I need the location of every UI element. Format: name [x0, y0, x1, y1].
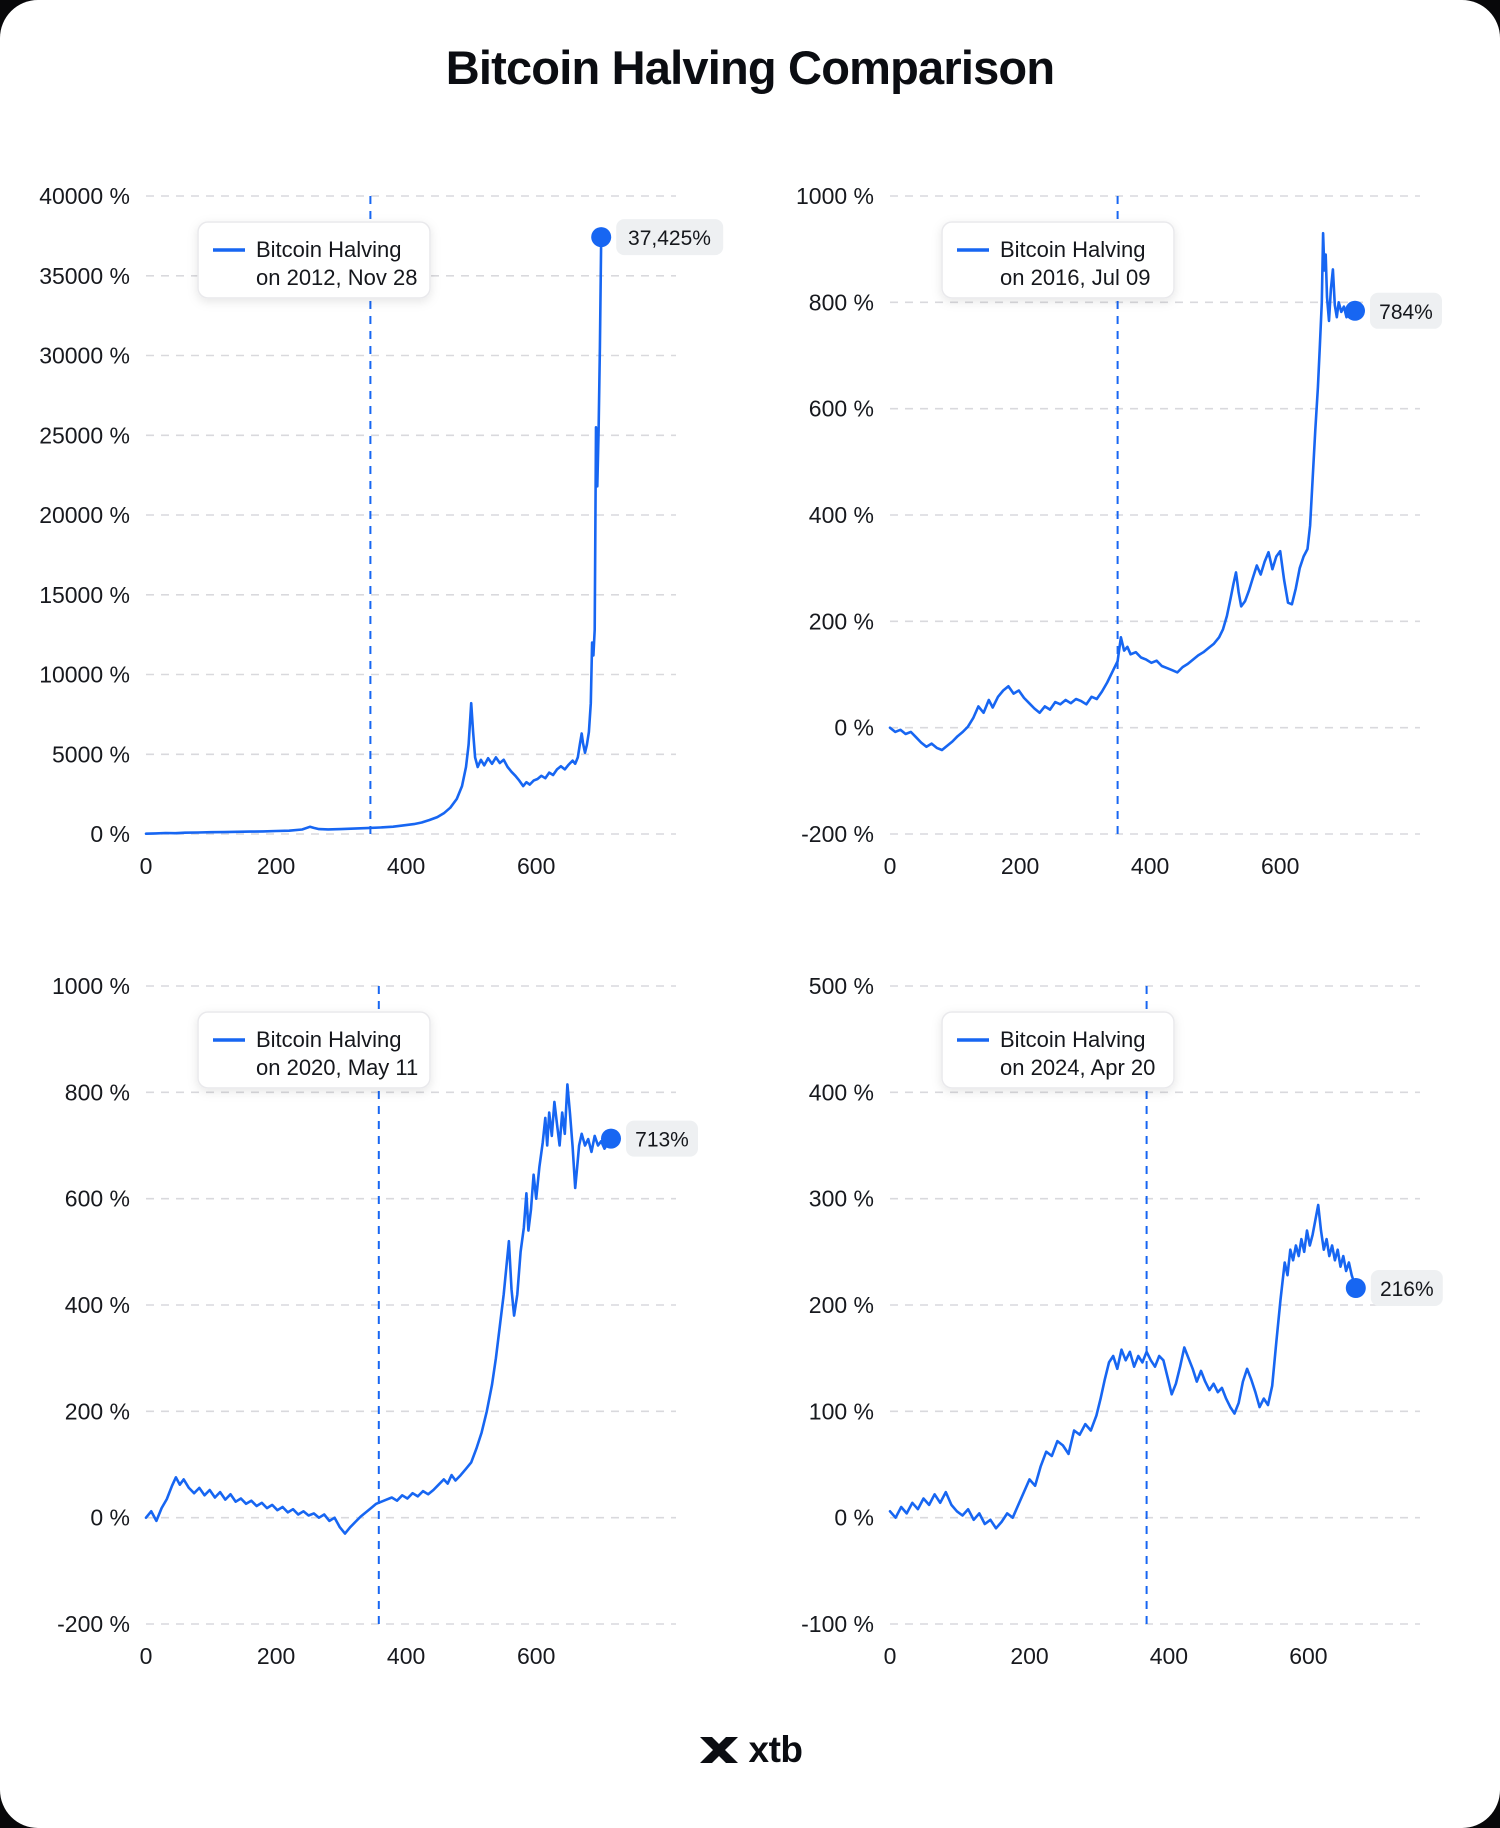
y-tick-label: 800 % [809, 289, 874, 315]
y-tick-label: 35000 % [39, 263, 130, 289]
y-tick-label: -200 % [57, 1611, 130, 1637]
x-tick-label: 0 [884, 853, 897, 879]
y-tick-label: 0 % [90, 1505, 130, 1531]
price-series-line [144, 235, 603, 835]
y-tick-label: -100 % [801, 1611, 874, 1637]
x-tick-label: 200 [1001, 853, 1039, 879]
y-tick-label: 1000 % [52, 973, 130, 999]
price-series-line [144, 1083, 613, 1535]
legend-label-line2: on 2016, Jul 09 [1000, 265, 1150, 290]
y-tick-label: 30000 % [39, 343, 130, 369]
x-tick-label: 600 [1261, 853, 1299, 879]
legend-box [941, 221, 1175, 299]
y-tick-label: 300 % [809, 1186, 874, 1212]
footer: xtb [0, 1718, 1500, 1782]
final-value-label: 713% [635, 1129, 689, 1152]
x-tick-label: 200 [257, 853, 295, 879]
x-tick-label: 400 [387, 853, 425, 879]
legend-label-line1: Bitcoin Halving [1000, 237, 1146, 262]
xtb-logo-icon [699, 1737, 738, 1763]
y-tick-label: 40000 % [39, 183, 130, 209]
x-tick-label: 400 [387, 1643, 425, 1669]
price-series-line [888, 231, 1357, 752]
chart-halving-2024: 500 % 400 % 300 % 200 % 100 % 0 % -100 % 0 200 40… [801, 973, 1443, 1669]
y-tick-label: 15000 % [39, 582, 130, 608]
legend-box [197, 1011, 431, 1089]
y-tick-label: 0 % [834, 715, 874, 741]
y-tick-label: 200 % [809, 1292, 874, 1318]
final-point-marker [601, 1128, 621, 1149]
final-point-marker [1345, 300, 1365, 321]
x-tick-label: 400 [1150, 1643, 1188, 1669]
final-point-marker [591, 227, 612, 248]
final-value-label: 37,425% [628, 227, 711, 250]
y-tick-label: 10000 % [39, 662, 130, 688]
y-tick-label: 25000 % [39, 422, 130, 448]
y-tick-label: 200 % [65, 1398, 130, 1424]
y-tick-label: 400 % [809, 502, 874, 528]
y-tick-label: 100 % [809, 1398, 874, 1424]
chart-halving-2016: 1000 % 800 % 600 % 400 % 200 % 0 % -200 % 0 200 4… [796, 183, 1442, 879]
y-tick-label: -200 % [801, 821, 874, 847]
x-tick-label: 200 [1010, 1643, 1048, 1669]
y-tick-label: 0 % [90, 821, 130, 847]
x-tick-label: 600 [517, 853, 555, 879]
y-tick-label: 500 % [809, 973, 874, 999]
chart-halving-2020: 1000 % 800 % 600 % 400 % 200 % 0 % -200 % 0 200 4… [52, 973, 698, 1669]
final-value-label: 216% [1380, 1278, 1434, 1301]
y-tick-label: 400 % [65, 1292, 130, 1318]
page-title: Bitcoin Halving Comparison [445, 41, 1055, 94]
final-value-label: 784% [1379, 301, 1433, 324]
legend-box [197, 221, 431, 299]
legend-label-line1: Bitcoin Halving [256, 237, 402, 262]
legend-label-line2: on 2012, Nov 28 [256, 265, 417, 290]
final-value-pill [616, 219, 724, 256]
x-tick-label: 600 [517, 1643, 555, 1669]
legend-label-line1: Bitcoin Halving [1000, 1027, 1146, 1052]
x-tick-label: 400 [1131, 853, 1169, 879]
final-value-pill [1370, 1270, 1443, 1306]
xtb-logo-text: xtb [748, 1729, 804, 1770]
y-tick-label: 1000 % [796, 183, 874, 209]
y-tick-label: 5000 % [52, 741, 130, 767]
x-tick-label: 0 [884, 1643, 897, 1669]
chart-halving-2012: 40000 %35000 %30000 %25000 %20000 %15000… [39, 183, 724, 879]
x-tick-label: 200 [257, 1643, 295, 1669]
legend-box [941, 1011, 1175, 1089]
y-tick-label: 600 % [65, 1186, 130, 1212]
x-tick-label: 0 [140, 853, 153, 879]
x-tick-label: 600 [1289, 1643, 1327, 1669]
y-tick-label: 20000 % [39, 502, 130, 528]
final-point-marker [1345, 1278, 1366, 1298]
legend-label-line1: Bitcoin Halving [256, 1027, 402, 1052]
final-value-pill [626, 1120, 698, 1157]
y-tick-label: 0 % [834, 1505, 874, 1531]
legend-label-line2: on 2020, May 11 [256, 1055, 418, 1080]
y-tick-label: 200 % [809, 608, 874, 634]
y-tick-label: 600 % [809, 396, 874, 422]
price-series-line [888, 1203, 1358, 1530]
y-tick-label: 400 % [809, 1079, 874, 1105]
legend-label-line2: on 2024, Apr 20 [1000, 1055, 1155, 1080]
y-tick-label: 800 % [65, 1079, 130, 1105]
final-value-pill [1370, 292, 1442, 329]
x-tick-label: 0 [140, 1643, 153, 1669]
